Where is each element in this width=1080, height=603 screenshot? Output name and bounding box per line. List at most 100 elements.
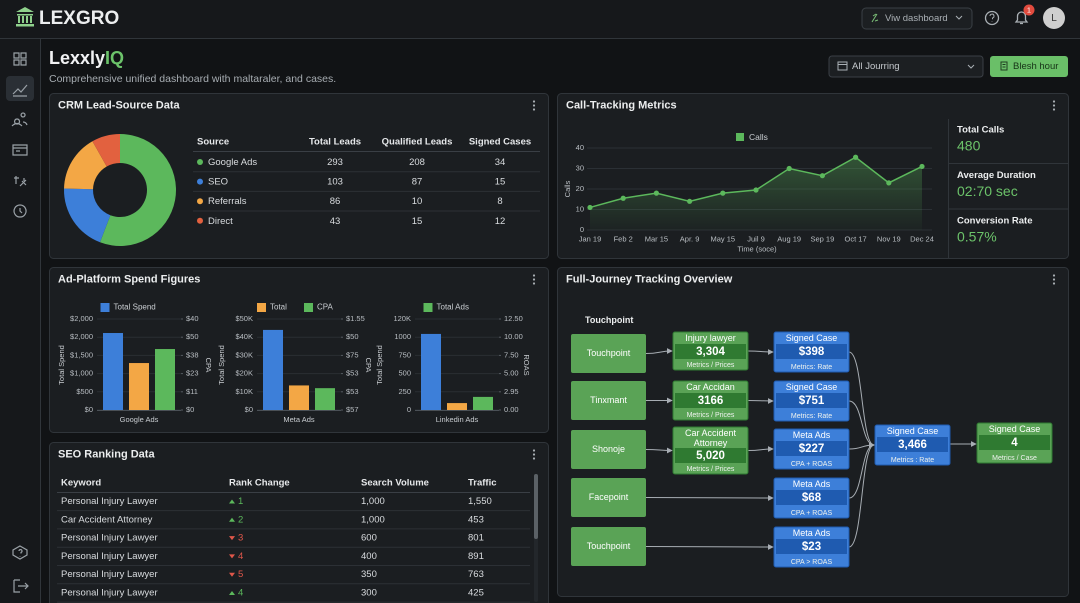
table-header: Signed Cases <box>469 137 531 148</box>
nav-active <box>6 76 34 101</box>
nav-icon[interactable] <box>12 84 28 97</box>
rank-down-arrow <box>229 536 235 541</box>
flow-arrow <box>747 348 774 355</box>
menu-dot[interactable] <box>532 278 536 281</box>
y-tick-label: $2,000 <box>70 332 93 341</box>
table-cell: 425 <box>468 588 484 599</box>
donut-segment <box>92 134 120 167</box>
table-cell: 8 <box>497 196 502 207</box>
menu-dot[interactable] <box>532 449 536 452</box>
source-dot <box>197 178 203 185</box>
menu-dot[interactable] <box>532 453 536 456</box>
nav-icon[interactable] <box>12 545 28 560</box>
flow-arrow <box>645 348 673 355</box>
bar <box>103 333 123 410</box>
journey-filter[interactable] <box>828 55 984 78</box>
view-button-label[interactable]: Viw dashboard <box>885 13 948 24</box>
menu-dot[interactable] <box>1052 108 1056 111</box>
y2-tick-label: 5.00 <box>504 369 519 378</box>
touchpoint-label[interactable]: Facepoint <box>589 492 629 502</box>
menu-dot[interactable] <box>532 457 536 460</box>
menu-dot[interactable] <box>532 104 536 107</box>
touchpoint-node[interactable] <box>571 381 646 420</box>
node-value-band <box>675 344 746 359</box>
menu-dot[interactable] <box>532 108 536 111</box>
menu-dot[interactable] <box>532 100 536 103</box>
calendar-icon <box>837 61 848 71</box>
touchpoint-node[interactable] <box>571 430 646 469</box>
source-dot <box>197 159 203 165</box>
menu-dot[interactable] <box>532 282 536 285</box>
node-value: $751 <box>799 395 825 407</box>
bell-button[interactable] <box>1014 11 1029 25</box>
menu-dot[interactable] <box>532 274 536 277</box>
refresh-button-label[interactable]: Blesh hour <box>1013 61 1058 72</box>
legend-swatch <box>304 303 313 312</box>
nav-icon[interactable] <box>13 204 27 218</box>
touchpoint-label[interactable]: Tinxmant <box>590 395 627 405</box>
legend-swatch <box>736 133 744 141</box>
node-title-box: Signed Case <box>786 333 838 343</box>
touchpoint-node[interactable] <box>571 334 646 373</box>
menu-dot[interactable] <box>1052 282 1056 285</box>
bar <box>473 396 493 410</box>
touchpoint-label[interactable]: Shonoje <box>592 444 625 454</box>
table-cell: Personal Injury Lawyer <box>61 588 158 599</box>
node-title-box: Meta Ads <box>792 528 831 538</box>
flow-arrow <box>747 446 774 453</box>
chevron <box>955 15 963 20</box>
line-area <box>590 157 922 230</box>
legend-label: Total Spend <box>114 303 156 312</box>
panel-title: Full-Journey Tracking Overview <box>566 273 733 285</box>
table-header: Source <box>197 137 229 148</box>
y2-tick-label: $38 <box>186 350 199 359</box>
touchpoint-node[interactable] <box>571 527 646 566</box>
scrollbar-thumb[interactable] <box>534 474 538 539</box>
legend-label: Calls <box>749 132 768 142</box>
node-title: Meta Ads <box>792 528 831 538</box>
node-title: Car Accidan <box>686 382 735 392</box>
touchpoint-label[interactable]: Touchpoint <box>587 541 631 551</box>
metric-value: 480 <box>957 138 981 154</box>
table-header: Total Leads <box>309 137 361 148</box>
node-value-band <box>877 437 948 452</box>
avatar[interactable] <box>1043 7 1065 29</box>
node-metric: Metrics / Case <box>992 455 1037 462</box>
touchpoint-node[interactable] <box>571 478 646 517</box>
y2-tick-label: 0.00 <box>504 405 519 414</box>
refresh-button[interactable] <box>990 56 1068 77</box>
help-button[interactable] <box>984 10 1000 26</box>
view-button[interactable] <box>861 7 973 30</box>
table-cell: 293 <box>327 157 343 168</box>
node-value: 3166 <box>698 395 724 407</box>
node-metric: Metrics / Prices <box>687 412 735 419</box>
y-axis-label: Calls <box>563 180 572 197</box>
menu-dot[interactable] <box>1052 100 1056 103</box>
journey-filter-label[interactable]: All Jourring <box>852 61 900 72</box>
x-tick-label: Aug 19 <box>777 234 801 243</box>
table-cell: Personal Injury Lawyer <box>61 569 158 580</box>
y-tick-label: 30 <box>576 163 584 172</box>
menu-dot[interactable] <box>1052 274 1056 277</box>
y-tick-label: $1,000 <box>70 369 93 378</box>
panel-title: Ad-Platform Spend Figures <box>58 273 200 285</box>
y-tick-label: $30K <box>235 350 253 359</box>
nav-icon[interactable] <box>12 144 28 156</box>
line-point <box>886 180 892 186</box>
menu-dot[interactable] <box>1052 278 1056 281</box>
nav-icon[interactable] <box>14 176 27 187</box>
node-title: Car Accident Attorney <box>684 428 737 448</box>
nav-icon[interactable] <box>11 112 28 127</box>
node-title: Signed Case <box>886 426 939 436</box>
menu-dot[interactable] <box>1052 104 1056 107</box>
table-cell: Referrals <box>208 196 247 207</box>
nav-icon[interactable] <box>13 52 27 66</box>
y-tick-label: 10 <box>576 204 584 213</box>
y2-tick-label: 2.95 <box>504 387 519 396</box>
nav-icon[interactable] <box>13 579 29 593</box>
node-metric: CPA > ROAS <box>791 559 833 566</box>
touchpoint-label[interactable]: Touchpoint <box>587 348 631 358</box>
donut-segment <box>100 134 177 246</box>
y2-tick-label: $53 <box>346 387 359 396</box>
node-title-box: Meta Ads <box>793 479 831 489</box>
